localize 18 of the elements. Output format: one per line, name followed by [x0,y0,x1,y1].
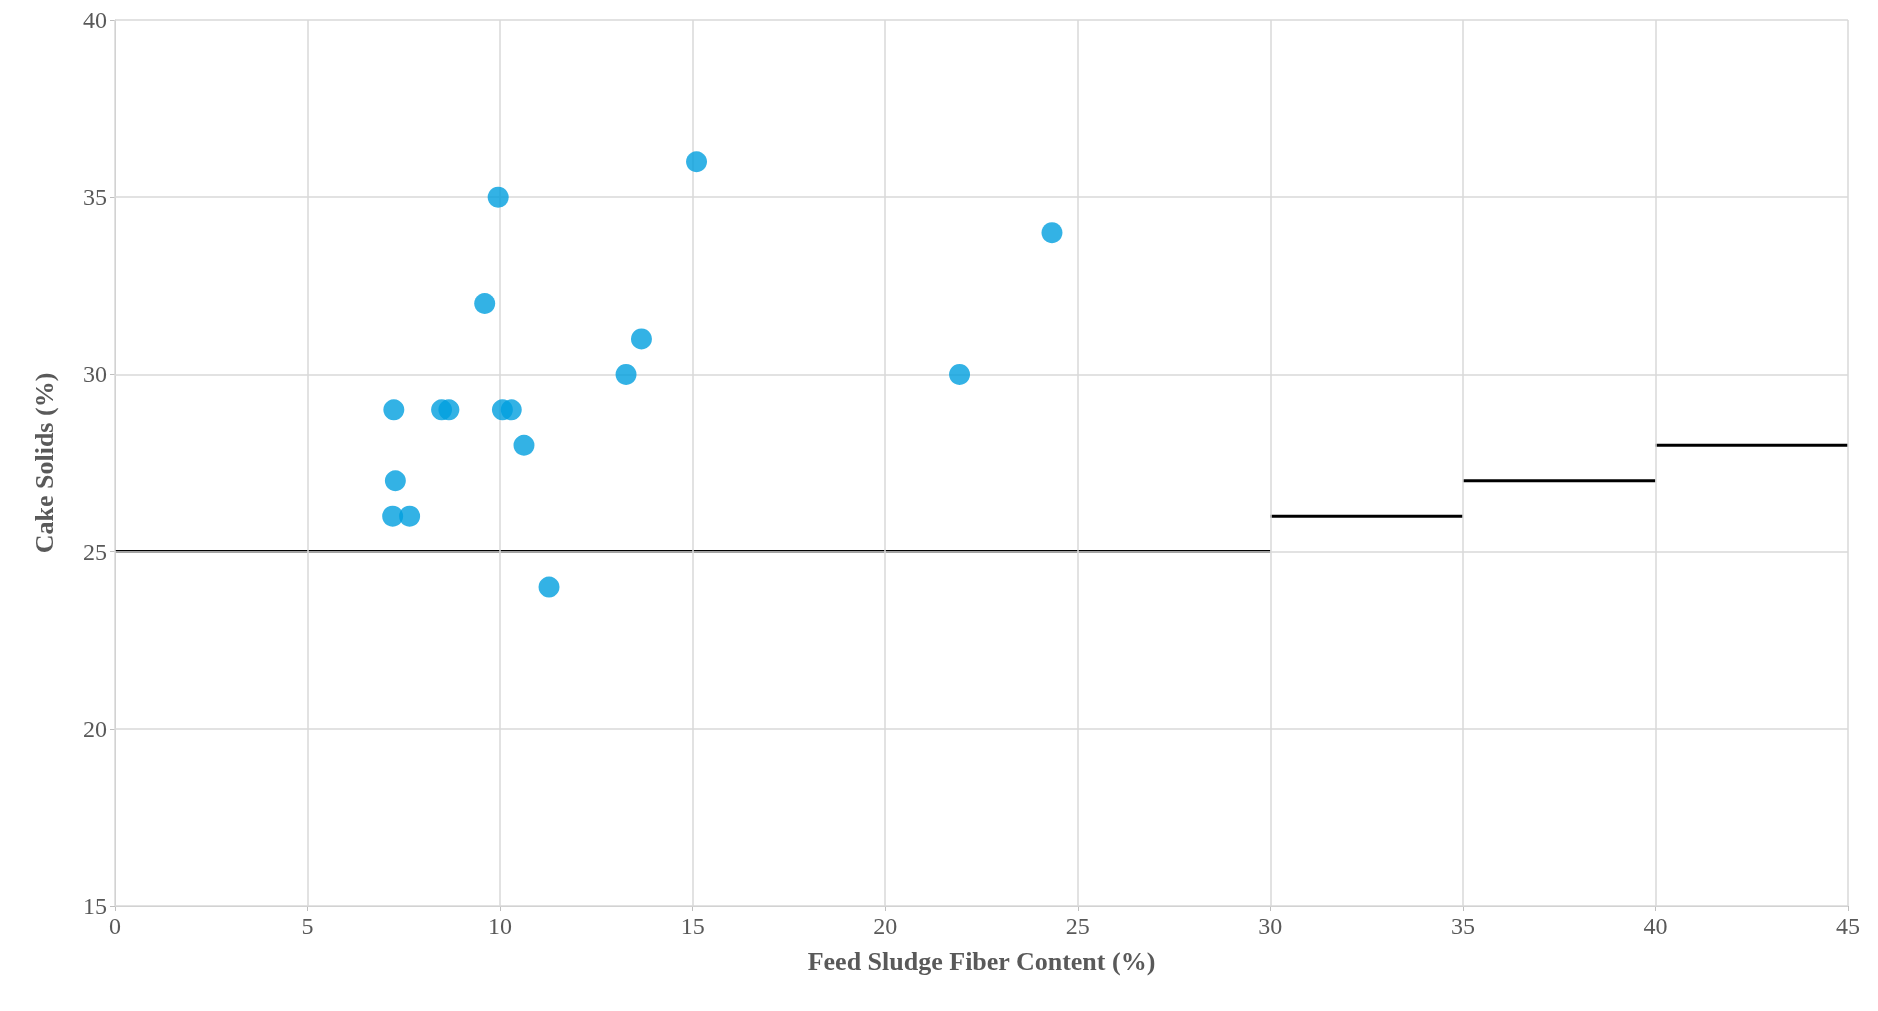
x-tick-label: 45 [1836,913,1860,939]
x-tick-label: 0 [109,913,121,939]
x-tick-label: 35 [1450,913,1475,939]
x-axis-title: Feed Sludge Fiber Content (%) [807,946,1156,976]
x-tick-label: 5 [301,913,314,939]
x-tick-label: 20 [873,913,898,939]
y-tick-label: 35 [83,184,107,211]
x-tick-label: 10 [488,913,513,939]
y-tick-label: 40 [83,7,107,33]
y-axis-title: Cake Solids (%) [29,372,59,554]
y-tick-label: 15 [83,893,107,919]
y-tick-label: 30 [83,361,107,388]
y-tick-label: 20 [83,715,107,742]
y-tick-label: 25 [83,538,107,565]
x-tick-label: 15 [680,913,705,939]
x-tick-label: 30 [1258,913,1283,939]
x-tick-label: 25 [1065,913,1090,939]
x-tick-label: 40 [1643,913,1668,939]
